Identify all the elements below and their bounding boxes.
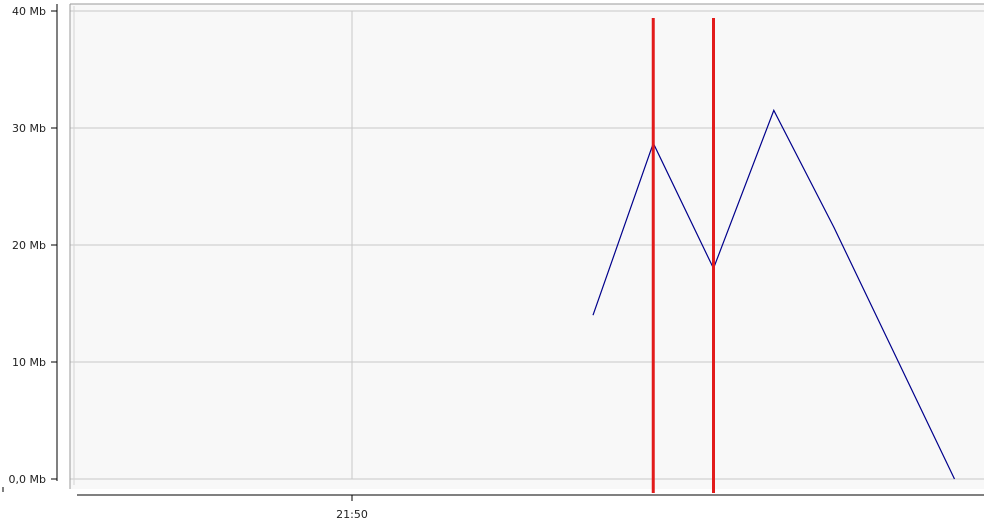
y-tick-label: 40 Mb [12,5,46,18]
y-tick-label: 10 Mb [12,356,46,369]
axes [2,3,984,501]
gridlines [70,10,984,480]
y-tick-label: 20 Mb [12,239,46,252]
plot-area [70,4,984,489]
x-tick-label: 21:50 [336,508,368,521]
y-tick-label: 30 Mb [12,122,46,135]
series-line [592,108,956,480]
y-tick-label: 0,0 Mb [9,473,46,486]
tick-labels: 0,0 Mb 10 Mb 20 Mb 30 Mb 40 Mb 21:50 [9,5,368,521]
series-lines [592,108,956,480]
marker-lines [651,18,715,493]
